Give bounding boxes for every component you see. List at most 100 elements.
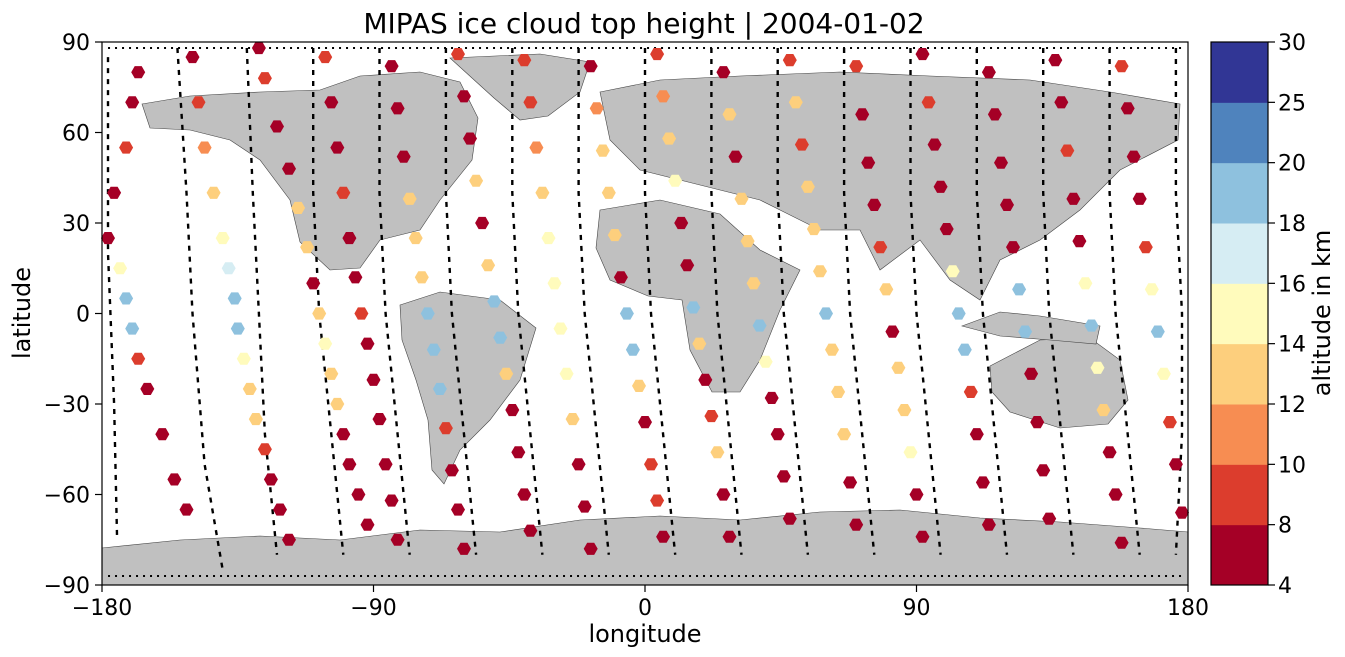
- land-eurasia: [599, 71, 1181, 301]
- cloud-point: [1042, 512, 1057, 525]
- cloud-point: [1072, 235, 1087, 248]
- cloud-point: [257, 72, 272, 85]
- plot-area: [101, 41, 1189, 586]
- cloud-point: [662, 132, 677, 145]
- cloud-point: [619, 307, 634, 320]
- cloud-point: [457, 90, 471, 103]
- cloud-point: [535, 186, 550, 199]
- cloud-point: [577, 500, 592, 513]
- colorbar-frame: [1210, 41, 1269, 586]
- x-axis-label: longitude: [588, 620, 701, 648]
- cloud-point: [843, 476, 858, 489]
- cloud-point: [342, 458, 357, 471]
- colorbar-segment: [1211, 162, 1268, 224]
- cloud-point: [324, 96, 339, 109]
- cloud-point: [975, 476, 990, 489]
- cloud-point: [1150, 325, 1165, 338]
- cloud-point: [101, 232, 115, 245]
- cloud-point: [885, 325, 900, 338]
- orbit-track-13: [975, 48, 1009, 555]
- cloud-point: [499, 367, 514, 380]
- cloud-point: [348, 271, 363, 284]
- y-tick-label: 60: [62, 122, 90, 147]
- cloud-point: [849, 60, 864, 73]
- cloud-point: [994, 156, 1008, 169]
- cloud-point: [300, 241, 315, 254]
- cloud-point: [583, 60, 598, 73]
- cloud-point: [897, 404, 912, 417]
- cloud-point: [607, 229, 622, 242]
- cloud-point: [776, 470, 791, 483]
- y-tick-label: 90: [62, 31, 90, 56]
- orbit-track-10: [776, 48, 810, 555]
- y-axis: latitude −90 −60 −30 0 30 60 90: [8, 31, 102, 599]
- cloud-point: [1084, 319, 1099, 332]
- cloud-point: [221, 262, 236, 275]
- cloud-point: [873, 241, 888, 254]
- cloud-point: [553, 322, 568, 335]
- chart-title: MIPAS ice cloud top height | 2004-01-02: [363, 7, 924, 40]
- cloud-point: [197, 141, 212, 154]
- cloud-point: [1102, 446, 1117, 459]
- cloud-point: [740, 235, 755, 248]
- cloud-point: [813, 265, 827, 278]
- cloud-point: [493, 331, 508, 344]
- cloud-point: [1090, 361, 1105, 374]
- cloud-point: [1138, 241, 1153, 254]
- cloud-point: [656, 530, 671, 543]
- cloud-point: [366, 373, 381, 386]
- cloud-point: [1012, 283, 1027, 296]
- cloud-point: [945, 265, 960, 278]
- cloud-point: [963, 385, 978, 398]
- cloud-point: [291, 201, 306, 214]
- cloud-point: [523, 524, 538, 537]
- cloud-point: [1114, 60, 1129, 73]
- cloud-point: [215, 232, 230, 245]
- cloud-point: [354, 307, 369, 320]
- y-tick-label: −90: [44, 574, 90, 599]
- cloud-point: [716, 488, 731, 501]
- cloud-point: [457, 542, 471, 555]
- cloud-point: [770, 428, 785, 441]
- cloud-point: [113, 262, 128, 275]
- cloud-point: [438, 422, 453, 435]
- cloud-point: [487, 295, 502, 308]
- cloud-point: [523, 96, 538, 109]
- colorbar-tick-label: 8: [1278, 514, 1292, 539]
- cloud-point: [342, 232, 357, 245]
- cloud-point: [131, 66, 146, 79]
- y-tick-label: −60: [44, 484, 90, 509]
- x-tick-label: 90: [903, 596, 931, 621]
- cloud-point: [547, 277, 562, 290]
- orbit-track-9: [710, 48, 743, 555]
- cloud-point: [511, 446, 526, 459]
- cloud-point: [378, 458, 393, 471]
- cloud-point: [915, 48, 930, 61]
- cloud-point: [831, 385, 846, 398]
- cloud-point: [481, 259, 496, 272]
- orbit-track-6: [511, 48, 544, 555]
- cloud-point: [981, 518, 996, 531]
- cloud-point: [541, 232, 556, 245]
- cloud-point: [1030, 416, 1045, 429]
- cloud-point: [227, 292, 242, 305]
- cloud-point: [318, 51, 333, 64]
- colorbar-segment: [1211, 524, 1268, 586]
- x-tick-label: −180: [72, 596, 132, 621]
- cloud-point: [933, 180, 948, 193]
- cloud-point: [451, 48, 465, 61]
- cloud-point: [384, 60, 399, 73]
- cloud-point: [632, 379, 646, 392]
- cloud-point: [1132, 192, 1147, 205]
- cloud-point: [125, 322, 140, 335]
- cloud-point: [1000, 198, 1014, 211]
- cloud-point: [764, 391, 779, 404]
- cloud-point: [282, 162, 296, 175]
- cloud-point: [270, 120, 284, 133]
- y-tick-label: 0: [76, 303, 90, 328]
- cloud-point: [644, 458, 658, 471]
- cloud-point: [1054, 96, 1069, 109]
- cloud-point: [420, 307, 435, 320]
- orbit-track-11: [842, 48, 876, 555]
- colorbar-tick-label: 16: [1278, 272, 1306, 297]
